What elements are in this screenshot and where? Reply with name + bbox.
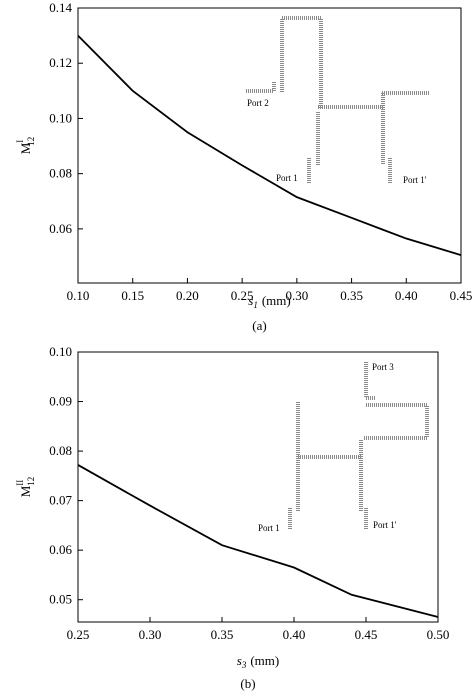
x-label-main: s [237, 653, 242, 668]
port-label: Port 1' [373, 520, 397, 530]
data-line [77, 464, 439, 618]
x-tick-label: 0.35 [340, 288, 363, 303]
y-label-sup: II [15, 480, 25, 486]
caption: (b) [240, 676, 255, 691]
x-axis-label: s3 (mm) [237, 653, 279, 670]
x-tick-label: 0.45 [450, 288, 473, 303]
y-tick-label: 0.08 [49, 443, 72, 458]
x-tick-label: 0.20 [176, 288, 199, 303]
y-tick-label: 0.14 [49, 0, 72, 15]
x-tick-label: 0.35 [211, 627, 234, 642]
y-tick-label: 0.10 [49, 344, 72, 359]
y-tick-label: 0.08 [49, 166, 72, 181]
x-label-unit: (mm) [250, 653, 279, 668]
data-line [77, 34, 462, 256]
y-tick-label: 0.05 [49, 592, 72, 607]
x-tick-label: 0.40 [395, 288, 418, 303]
x-tick-label: 0.30 [285, 288, 308, 303]
plot-frame [77, 351, 439, 623]
y-tick-label: 0.06 [49, 221, 72, 236]
x-tick-label: 0.25 [67, 627, 90, 642]
y-label-main: M [18, 142, 33, 154]
x-axis-label: s1 (mm) [248, 293, 290, 310]
y-label-sub: 12 [26, 477, 36, 486]
y-label-main: M [18, 485, 33, 497]
x-tick-label: 0.10 [67, 288, 90, 303]
inset-b: Port 1 Port 1' Port 3 [258, 362, 429, 533]
x-tick-label: 0.45 [355, 627, 378, 642]
caption: (a) [252, 318, 266, 333]
y-tick-label: 0.07 [49, 493, 72, 508]
microstrip [364, 403, 429, 440]
y-tick-label: 0.09 [49, 394, 72, 409]
port-label: Port 1' [403, 175, 427, 185]
x-tick-label: 0.25 [231, 288, 254, 303]
x-tick-label: 0.15 [121, 288, 144, 303]
y-tick-label: 0.06 [49, 542, 72, 557]
inset-a: Port 2 Port 1 Port 1' [246, 16, 430, 185]
y-label-sup: I [15, 140, 25, 143]
x-label-sub: 1 [253, 300, 258, 310]
x-tick-label: 0.30 [139, 627, 162, 642]
x-tick-label: 0.50 [427, 627, 450, 642]
y-tick-label: 0.12 [49, 55, 72, 70]
y-axis-label: MI12 [15, 137, 36, 155]
y-label-sub: 12 [26, 137, 36, 146]
port-label: Port 1 [276, 173, 298, 183]
microstrip [280, 16, 323, 108]
y-axis-label: MII12 [15, 477, 36, 498]
port-label: Port 2 [247, 98, 269, 108]
x-tick-label: 0.40 [283, 627, 306, 642]
x-label-unit: (mm) [262, 293, 291, 308]
x-label-sub: 3 [241, 660, 247, 670]
port-label: Port 3 [372, 362, 394, 372]
plot-frame [77, 7, 462, 284]
microstrip [246, 82, 276, 93]
port-label: Port 1 [258, 523, 280, 533]
x-label-main: s [248, 293, 253, 308]
microstrip [364, 362, 376, 400]
y-tick-label: 0.10 [49, 110, 72, 125]
